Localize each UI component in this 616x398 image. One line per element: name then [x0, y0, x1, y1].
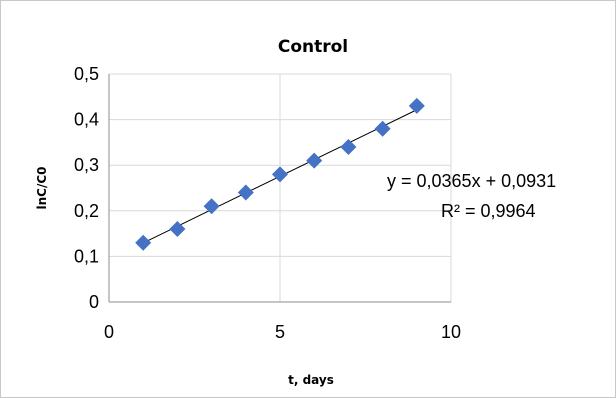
data-point	[135, 234, 152, 251]
y-tick-label: 0	[89, 292, 99, 312]
y-tick-label: 0,2	[74, 201, 99, 221]
x-tick-label: 5	[275, 322, 285, 342]
chart-title: Control	[278, 37, 348, 57]
data-points	[135, 97, 425, 251]
data-point	[374, 120, 391, 137]
axes	[108, 74, 451, 303]
data-point	[340, 138, 357, 155]
y-axis-label: lnC/C0	[35, 166, 49, 209]
data-point	[237, 184, 254, 201]
y-tick-label: 0,1	[74, 246, 99, 266]
data-point	[169, 221, 186, 238]
y-tick-label: 0,3	[74, 155, 99, 175]
data-point	[306, 152, 323, 169]
y-tick-label: 0,4	[74, 110, 99, 130]
x-tick-label: 10	[441, 322, 461, 342]
data-point	[203, 198, 220, 215]
x-axis-label: t, days	[288, 373, 334, 387]
r-squared-label: R² = 0,9964	[441, 201, 536, 221]
data-point	[272, 166, 288, 183]
data-point	[408, 97, 425, 114]
trendline-equation: y = 0,0365x + 0,0931	[387, 171, 556, 191]
tick-labels: 0 0,1 0,2 0,3 0,4 0,5 0 5 10	[74, 64, 461, 342]
gridlines	[109, 73, 452, 302]
x-tick-label: 0	[104, 322, 114, 342]
y-tick-label: 0,5	[74, 64, 99, 84]
